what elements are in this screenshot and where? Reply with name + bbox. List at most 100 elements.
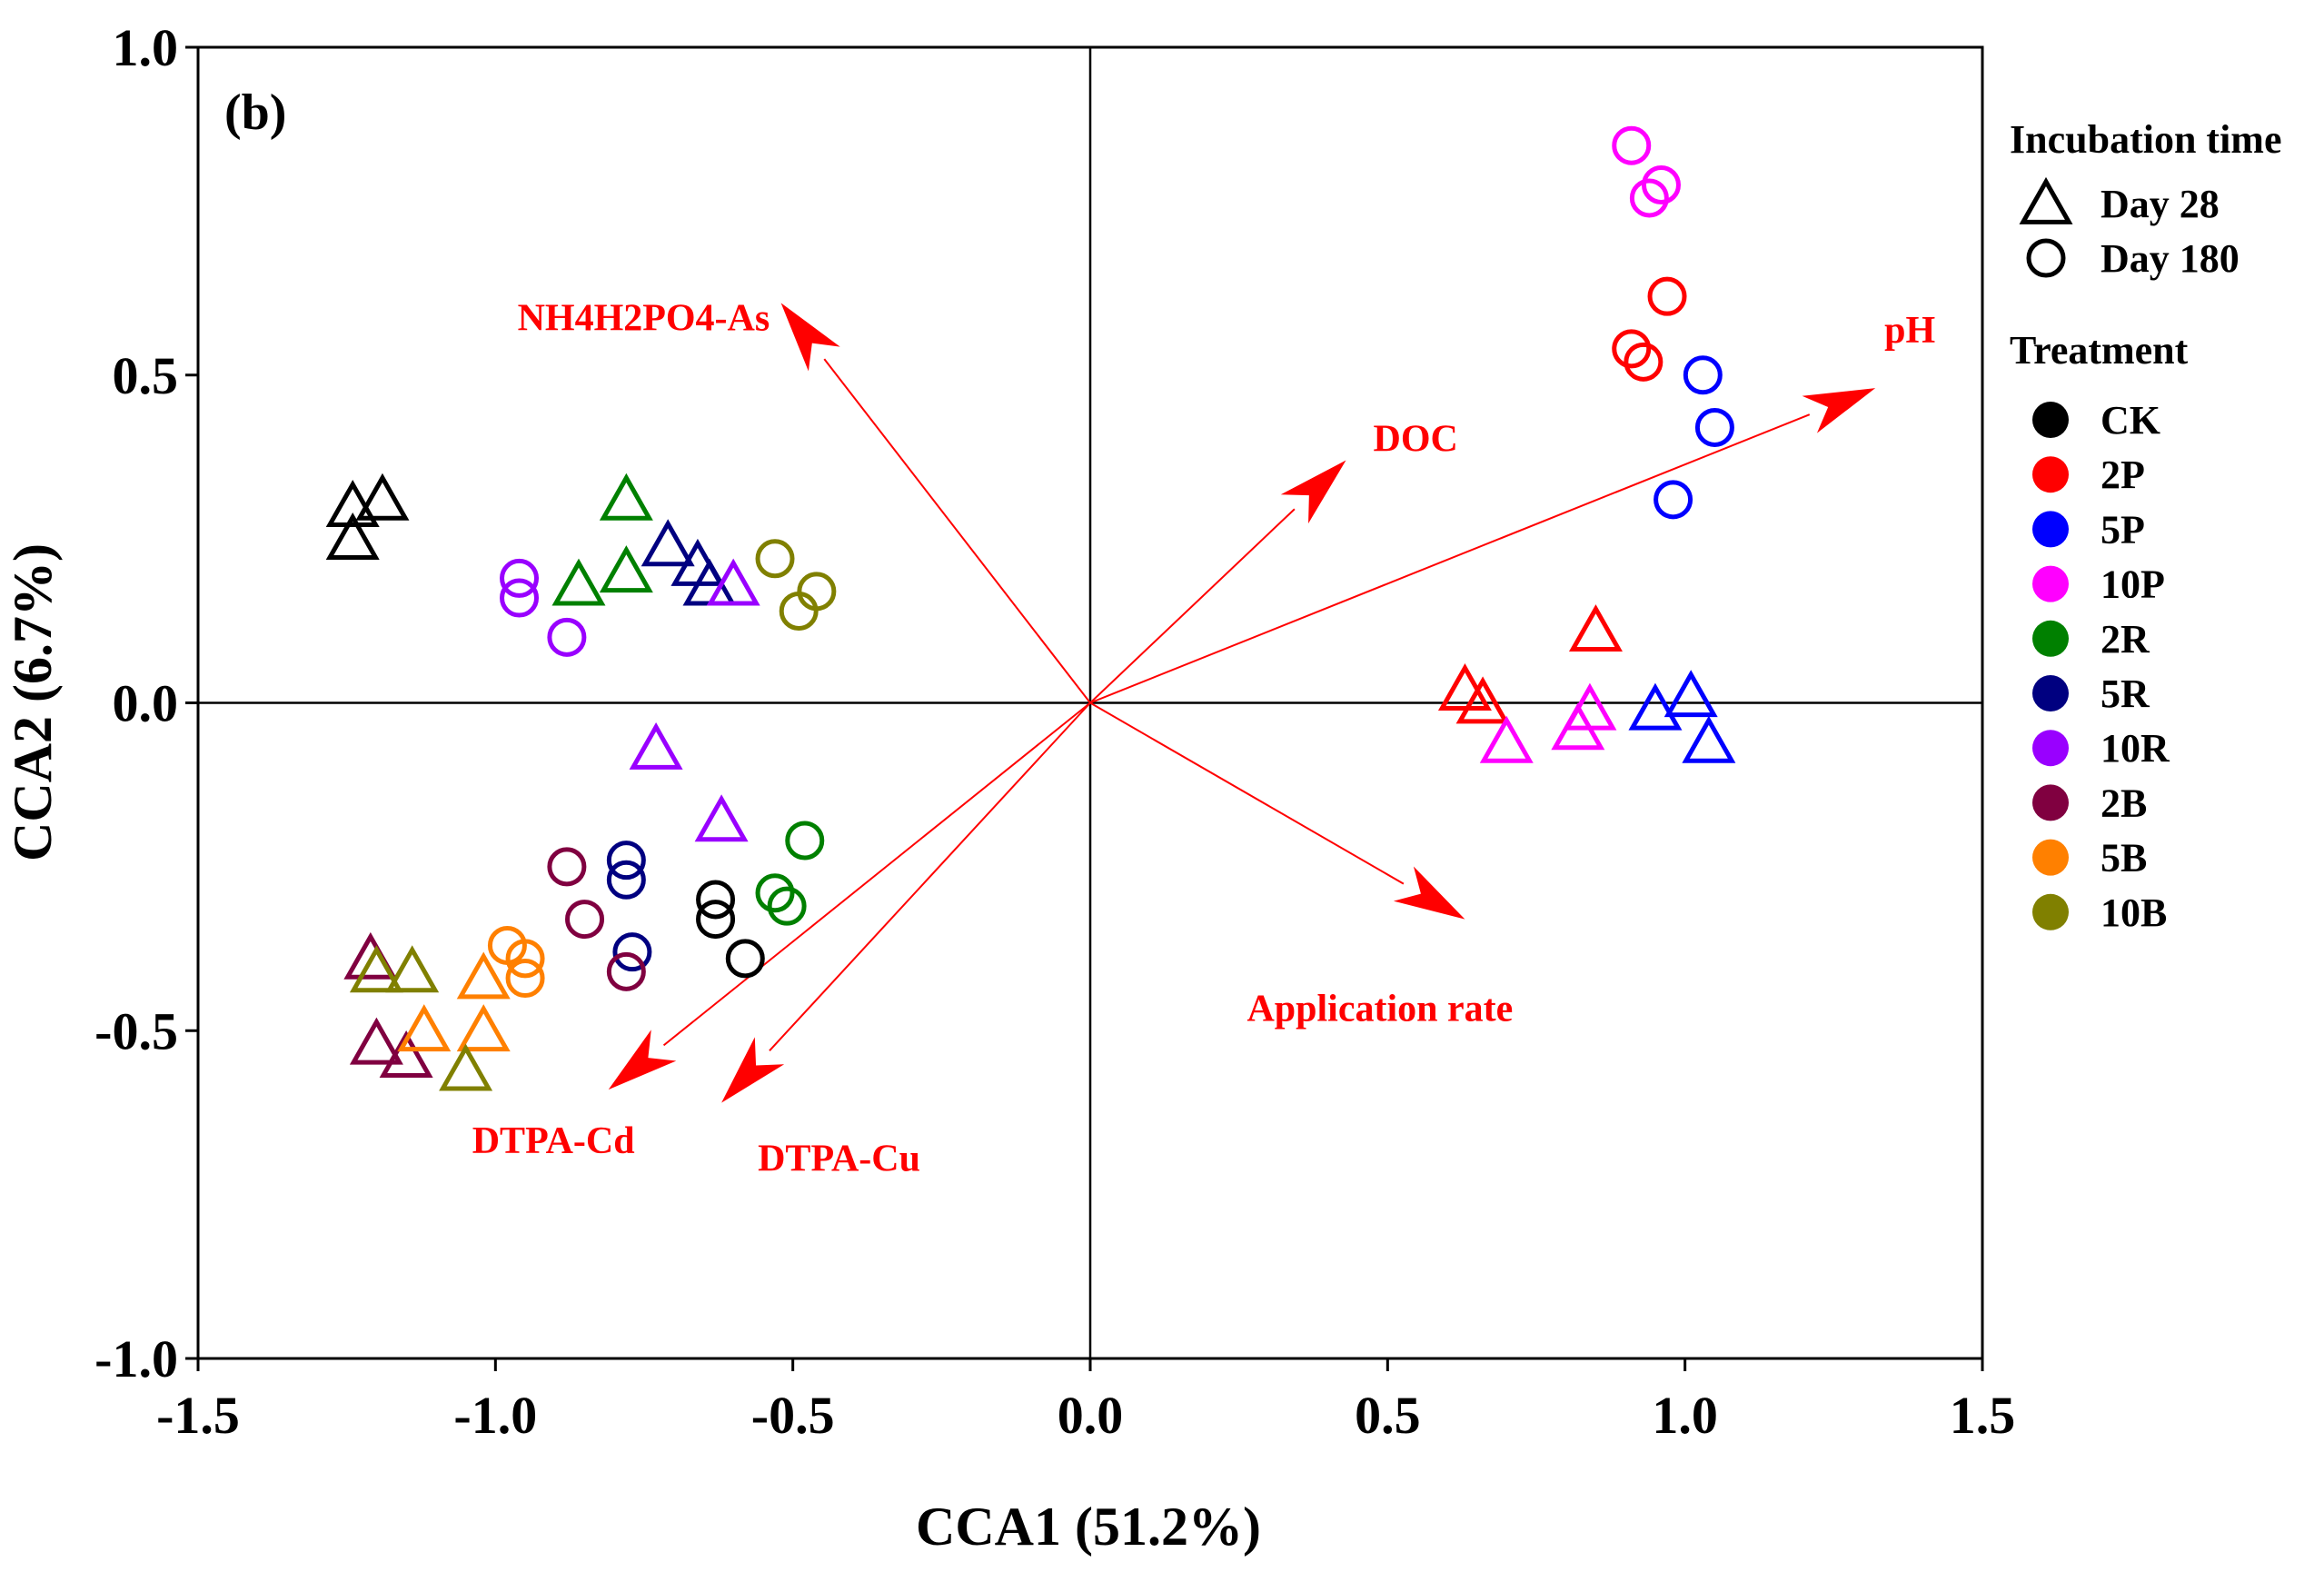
legend-time-title: Incubation time: [2010, 117, 2281, 162]
legend-swatch: [2032, 675, 2069, 711]
point-2r-day28: [551, 558, 606, 606]
legend-treatment-label: 2P: [2101, 453, 2145, 497]
data-points: [325, 125, 1736, 1091]
point-5p-day180: [1654, 480, 1693, 520]
point-2b-day180: [565, 900, 605, 940]
x-tick-label: 1.5: [1950, 1386, 2016, 1445]
vector-label: Application rate: [1246, 989, 1513, 1030]
legend-treatment-label: 2B: [2101, 781, 2147, 825]
vector-label: DTPA-Cd: [472, 1120, 635, 1162]
point-5b-day28: [456, 951, 511, 1000]
x-axis-title: CCA1 (51.2%): [916, 1497, 1261, 1557]
legend-swatch: [2032, 730, 2069, 767]
point-ck-day28: [355, 473, 410, 521]
point-2b-day28: [349, 1017, 403, 1065]
point-ck-day180: [725, 939, 765, 979]
point-10p-day28: [1563, 682, 1617, 731]
point-2r-day180: [785, 821, 825, 861]
point-5p-day28: [1682, 715, 1736, 763]
point-10r-day28: [694, 794, 749, 842]
environmental-vectors: pH DOC NH4H2PO4-As Application rate DTPA-Cd D…: [472, 297, 1935, 1179]
y-tick-label: 0.5: [113, 346, 179, 405]
x-tick-label: -1.5: [156, 1386, 240, 1445]
point-5p-day180: [1683, 355, 1723, 395]
vector-label: NH4H2PO4-As: [518, 297, 770, 339]
x-tick-label: 1.0: [1652, 1386, 1718, 1445]
point-2r-day28: [599, 545, 653, 593]
point-2r-day180: [755, 873, 795, 913]
legend-treatment-label: 10B: [2101, 890, 2167, 935]
point-10p-day28: [1479, 715, 1534, 763]
point-ck-day28: [325, 512, 380, 561]
x-tick-label: 0.0: [1058, 1386, 1124, 1445]
point-5b-day180: [505, 959, 545, 999]
vector-arrowhead: [780, 303, 840, 372]
legend-treatment-label: CK: [2101, 398, 2160, 443]
point-10p-day180: [1612, 125, 1652, 165]
vector-arrowhead: [1280, 460, 1346, 524]
legend-swatch: [2032, 893, 2069, 930]
y-axis-title: CCA2 (6.7%): [3, 543, 63, 861]
legend-treatment-label: 10R: [2101, 726, 2170, 771]
vector-arrowhead: [608, 1030, 677, 1090]
point-10b-day180: [755, 539, 795, 579]
legend: Incubation time Day 28 Day 180 Treatment CK 2…: [2010, 117, 2281, 935]
vector-line: [1089, 413, 1811, 704]
point-ck-day180: [696, 880, 736, 920]
x-tick-label: 0.5: [1355, 1386, 1421, 1445]
vector-label: DOC: [1374, 419, 1458, 461]
point-5p-day28: [1664, 670, 1718, 718]
point-5b-day28: [456, 1004, 511, 1052]
legend-treatment-label: 5B: [2101, 836, 2147, 881]
y-tick-label: -1.0: [94, 1329, 178, 1388]
vector-line: [1089, 508, 1296, 704]
point-5b-day28: [397, 1004, 452, 1052]
legend-swatch: [2032, 402, 2069, 438]
legend-swatch: [2032, 784, 2069, 821]
vector-arrowhead: [721, 1037, 785, 1103]
x-tick-label: -0.5: [751, 1386, 835, 1445]
point-ck-day180: [696, 900, 736, 940]
y-tick-label: -0.5: [94, 1001, 178, 1060]
legend-treatment-label: 2R: [2101, 617, 2150, 662]
point-10b-day28: [439, 1043, 493, 1091]
point-2p-day180: [1647, 276, 1687, 316]
vector-label: DTPA-Cu: [758, 1139, 920, 1180]
point-2r-day28: [599, 473, 653, 521]
point-ck-day28: [325, 479, 380, 527]
point-5r-day180: [606, 860, 646, 900]
legend-swatch: [2032, 511, 2069, 548]
point-5b-day180: [505, 939, 545, 979]
legend-swatch: [2032, 839, 2069, 876]
axes: -1.5 -1.0 -0.5 0.0 0.5 1.0 1.51.00.50.0-0.5-1.…: [94, 18, 2015, 1445]
legend-time-label: Day 28: [2101, 182, 2220, 226]
vector-label: pH: [1884, 310, 1935, 352]
legend-triangle-icon: [2019, 176, 2073, 224]
vector-arrowhead: [1393, 866, 1465, 920]
legend-swatch: [2032, 565, 2069, 602]
point-2b-day28: [379, 1030, 433, 1079]
point-2p-day180: [1612, 329, 1652, 369]
y-tick-label: 0.0: [113, 674, 179, 733]
vector-line: [769, 701, 1091, 1051]
legend-treatment-title: Treatment: [2010, 328, 2189, 373]
vector-line: [1089, 701, 1405, 885]
legend-swatch: [2032, 456, 2069, 493]
point-2b-day180: [547, 847, 587, 887]
y-tick-label: 1.0: [113, 18, 179, 77]
panel-label: (b): [224, 85, 286, 141]
point-10b-day180: [779, 591, 819, 631]
point-10p-day180: [1641, 165, 1681, 205]
point-10r-day180: [547, 617, 587, 657]
point-10r-day28: [629, 721, 683, 770]
legend-treatment-label: 10P: [2101, 562, 2165, 607]
point-2p-day28: [1455, 676, 1510, 724]
point-2p-day28: [1568, 604, 1623, 652]
point-5p-day28: [1628, 682, 1683, 731]
x-tick-label: -1.0: [453, 1386, 537, 1445]
legend-treatment-label: 5R: [2101, 672, 2150, 716]
point-10b-day28: [385, 945, 440, 993]
point-10r-day180: [500, 558, 540, 598]
vector-arrowhead: [1802, 388, 1876, 433]
